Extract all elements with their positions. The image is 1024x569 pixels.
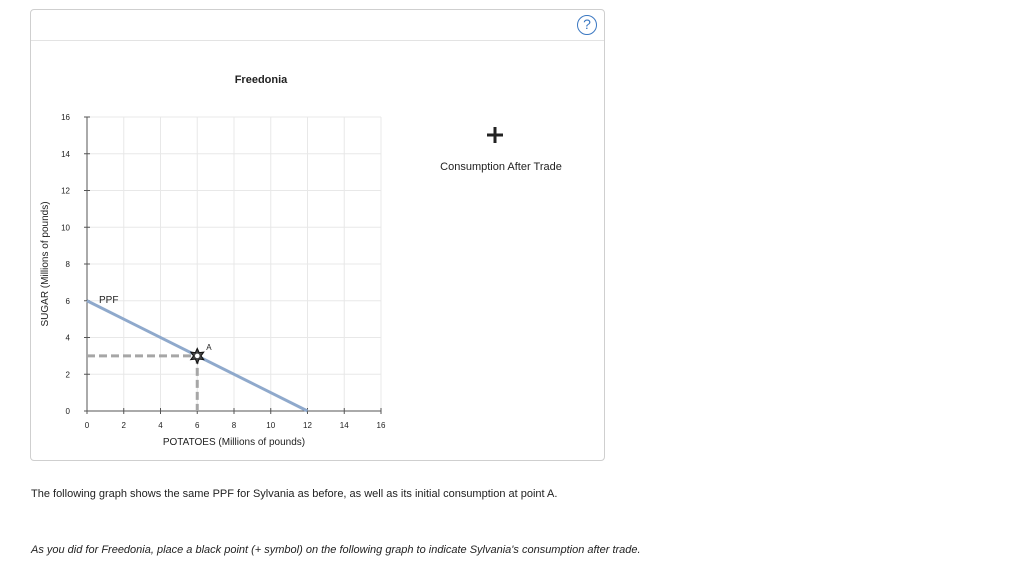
y-tick-label: 12 — [61, 187, 70, 196]
chart-area[interactable]: 0 2 4 6 8 10 12 14 16 0 2 4 6 8 10 12 14 16 PPF A POTATOE… — [31, 10, 606, 462]
y-axis-label: SUGAR (Millions of pounds) — [40, 201, 51, 326]
point-a-label: A — [206, 343, 212, 352]
tool-label[interactable]: Consumption After Trade — [440, 161, 562, 173]
point-a-marker-center — [194, 353, 200, 359]
graph-panel: ? Freedonia 0 2 4 6 8 10 12 14 16 0 2 4 6 8 10 12 14 16 P… — [30, 9, 605, 461]
help-button[interactable]: ? — [577, 15, 597, 35]
chart-title: Freedonia — [234, 74, 288, 86]
panel-header: ? — [31, 10, 604, 41]
x-tick-label: 6 — [195, 421, 200, 430]
x-tick-label: 0 — [85, 421, 90, 430]
x-tick-label: 12 — [303, 421, 312, 430]
x-tick-label: 16 — [377, 421, 386, 430]
x-tick-label: 4 — [158, 421, 163, 430]
y-tick-label: 8 — [66, 260, 71, 269]
y-tick-label: 4 — [66, 334, 71, 343]
y-tick-label: 16 — [61, 113, 70, 122]
x-tick-label: 2 — [122, 421, 127, 430]
instruction-text: The following graph shows the same PPF f… — [31, 488, 558, 500]
x-tick-label: 14 — [340, 421, 349, 430]
x-tick-label: 8 — [232, 421, 237, 430]
y-tick-label: 0 — [66, 407, 71, 416]
task-instruction: As you did for Freedonia, place a black … — [31, 544, 641, 556]
x-axis-label: POTATOES (Millions of pounds) — [163, 437, 305, 448]
ppf-label: PPF — [99, 295, 118, 306]
x-tick-label: 10 — [266, 421, 275, 430]
plus-point-icon[interactable] — [486, 126, 508, 153]
y-tick-label: 6 — [66, 297, 71, 306]
y-tick-label: 2 — [66, 370, 71, 379]
y-tick-label: 10 — [61, 223, 70, 232]
y-tick-label: 14 — [61, 150, 70, 159]
